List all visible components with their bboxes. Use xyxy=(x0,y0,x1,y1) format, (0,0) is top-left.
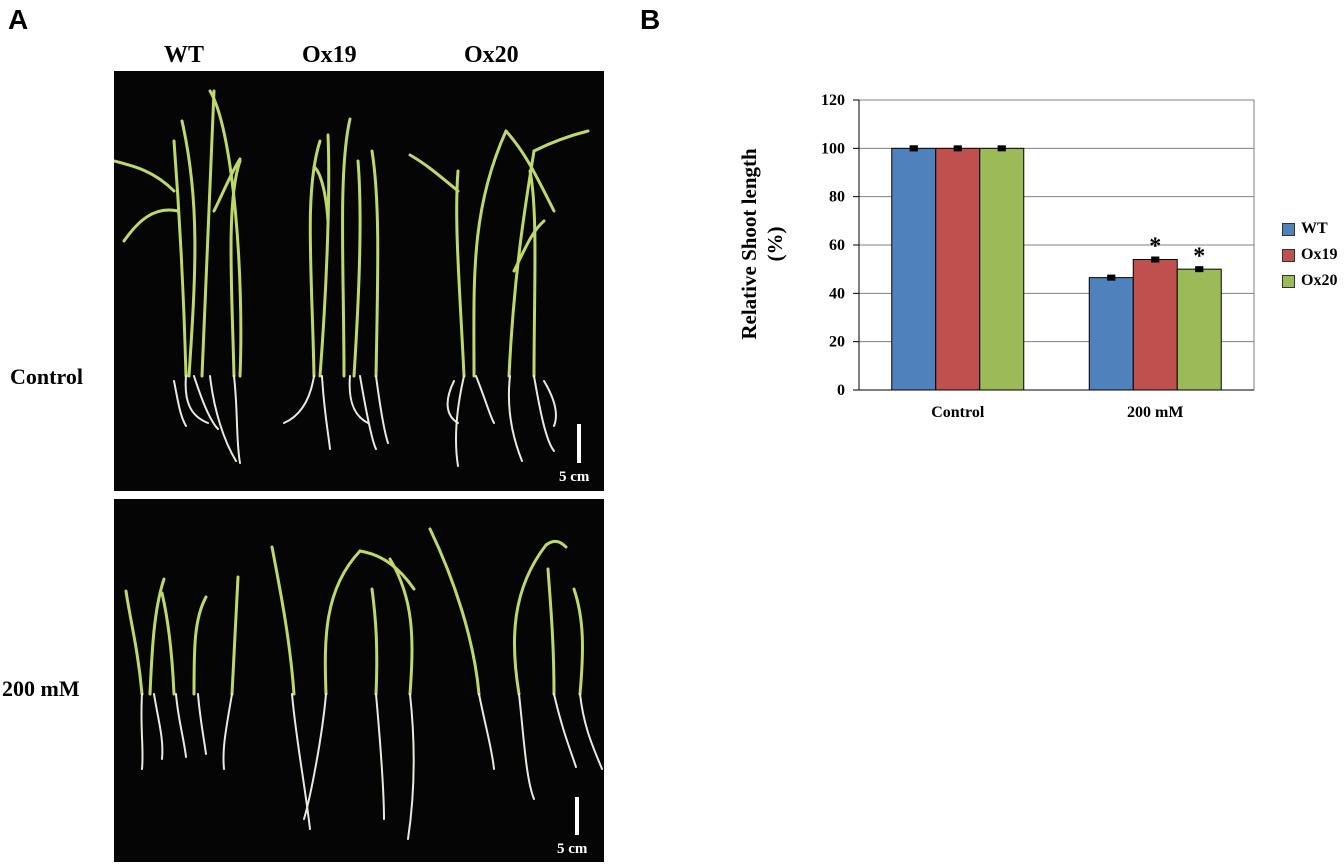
legend-item-ox19: Ox19 xyxy=(1282,242,1337,268)
legend-label-ox20: Ox20 xyxy=(1301,272,1338,289)
error-center xyxy=(909,145,918,152)
y-axis-label-unit: (%) xyxy=(763,227,787,262)
bar xyxy=(1132,259,1178,391)
legend-swatch-wt xyxy=(1282,222,1295,236)
column-label-ox20: Ox20 xyxy=(464,42,519,68)
significance-marker: * xyxy=(1193,244,1205,270)
bar xyxy=(979,147,1025,391)
y-axis-label: Relative Shoot length xyxy=(737,148,761,340)
y-tick-label: 120 xyxy=(821,92,845,109)
legend-label-wt: WT xyxy=(1301,220,1328,237)
scale-bar-label-200mm: 5 cm xyxy=(557,841,588,857)
bar xyxy=(1088,277,1134,391)
error-center xyxy=(997,145,1006,152)
legend-item-ox20: Ox20 xyxy=(1282,268,1337,294)
panel-letter-b: B xyxy=(640,4,661,35)
chart-axes: 0 20 40 60 80 100 120 Control 200 mM xyxy=(821,92,1254,421)
y-tick-label: 40 xyxy=(829,285,845,302)
bar xyxy=(1176,268,1222,391)
x-tick-label: Control xyxy=(931,404,985,421)
seedlings-control-illustration xyxy=(114,89,590,467)
error-center xyxy=(1107,274,1116,281)
panel-letter-a: A xyxy=(8,4,29,35)
column-label-wt: WT xyxy=(164,42,205,68)
significance-marker: * xyxy=(1149,234,1161,260)
error-center xyxy=(953,145,962,152)
column-label-ox19: Ox19 xyxy=(302,42,357,68)
chart-bars: * * xyxy=(891,145,1222,391)
y-tick-label: 100 xyxy=(821,140,845,157)
x-tick-label: 200 mM xyxy=(1127,404,1183,421)
row-label-control: Control xyxy=(10,364,83,389)
chart-legend: WT Ox19 Ox20 xyxy=(1282,216,1337,294)
y-tick-label: 60 xyxy=(829,237,845,254)
y-tick-label: 0 xyxy=(837,382,845,399)
seedling-photo-200mm: 5 cm xyxy=(114,499,604,862)
scale-bar-label-control: 5 cm xyxy=(559,469,590,485)
y-tick-label: 80 xyxy=(829,189,845,206)
seedlings-200mm-illustration xyxy=(124,527,603,840)
legend-swatch-ox19 xyxy=(1282,248,1295,262)
row-label-200mm: 200 mM xyxy=(2,676,80,701)
error-center xyxy=(1151,256,1160,263)
legend-swatch-ox20 xyxy=(1282,274,1295,288)
bar xyxy=(935,147,981,391)
legend-item-wt: WT xyxy=(1282,216,1337,242)
y-tick-label: 20 xyxy=(829,334,845,351)
legend-label-ox19: Ox19 xyxy=(1301,246,1338,263)
error-center xyxy=(1195,266,1204,273)
seedling-photo-control: 5 cm xyxy=(114,71,604,491)
bar xyxy=(891,147,937,391)
